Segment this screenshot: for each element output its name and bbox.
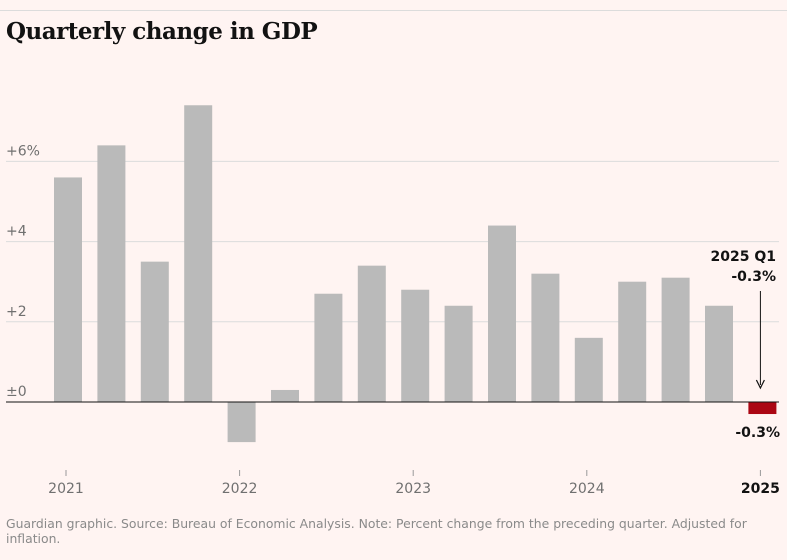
top-rule (0, 10, 787, 11)
y-tick-label: +2 (6, 304, 27, 320)
bar (314, 293, 343, 402)
bar (444, 305, 473, 402)
y-tick-label: ±0 (6, 384, 27, 400)
bar (271, 389, 299, 402)
x-tick-label: 2022 (222, 481, 258, 497)
x-tick-label: 2025 (741, 481, 780, 497)
bar (661, 277, 690, 402)
annotation-label: 2025 Q1 (711, 249, 776, 265)
bar (488, 225, 516, 402)
bar (574, 337, 603, 402)
bar-chart: +6% +4 +2 ±0 2021 2022 2023 2024 2025 2025 Q1 -0.3… (6, 105, 780, 497)
bar-highlight (748, 402, 777, 415)
bar (54, 177, 82, 402)
x-tick-label: 2024 (569, 481, 605, 497)
bar (705, 305, 733, 402)
y-tick-label: +4 (6, 224, 27, 240)
bar-value-label: -0.3% (735, 425, 780, 441)
annotation-value: -0.3% (731, 269, 776, 285)
annotation-arrow-head (755, 379, 765, 390)
bar (227, 402, 256, 443)
bar (401, 289, 430, 402)
bar (97, 145, 126, 403)
bar (184, 105, 213, 402)
x-tick-label: 2021 (48, 481, 84, 497)
x-tick-label: 2023 (395, 481, 431, 497)
bar (531, 273, 560, 402)
bar (357, 265, 386, 402)
bar (618, 281, 647, 402)
source-footnote: Guardian graphic. Source: Bureau of Econ… (6, 516, 747, 546)
y-tick-label: +6% (6, 143, 40, 159)
bar (140, 261, 169, 402)
chart-title: Quarterly change in GDP (6, 18, 318, 45)
